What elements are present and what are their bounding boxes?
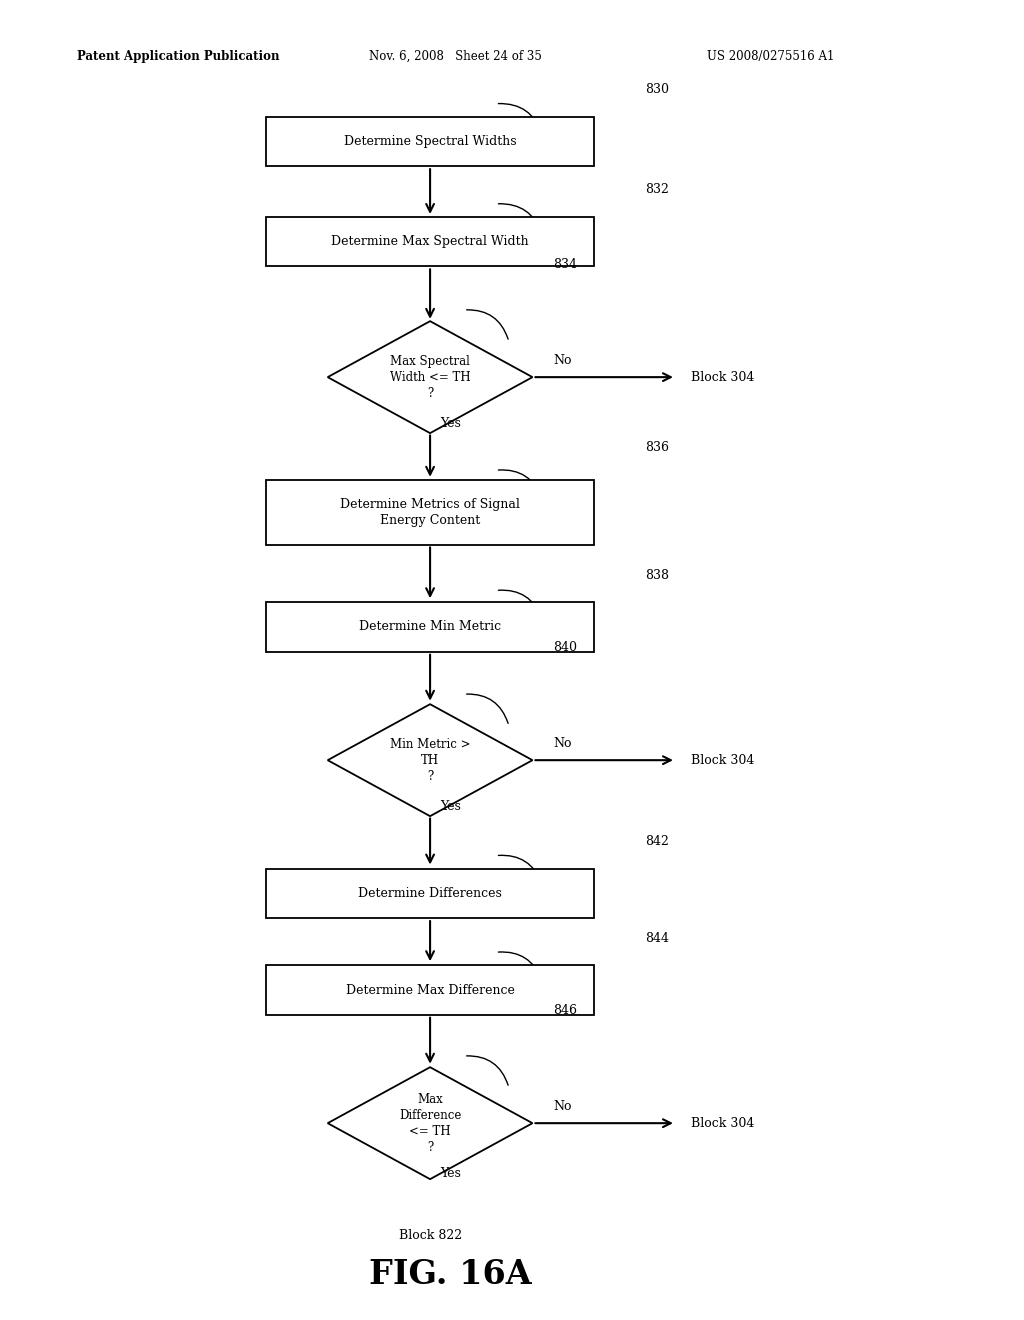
Text: Determine Max Spectral Width: Determine Max Spectral Width xyxy=(332,235,528,248)
Text: 846: 846 xyxy=(553,1005,577,1018)
Text: Max Spectral
Width <= TH
?: Max Spectral Width <= TH ? xyxy=(390,355,470,400)
Polygon shape xyxy=(328,1067,532,1179)
Text: Block 304: Block 304 xyxy=(691,1117,755,1130)
FancyBboxPatch shape xyxy=(266,602,594,652)
FancyBboxPatch shape xyxy=(266,869,594,919)
Text: No: No xyxy=(553,737,571,750)
Text: Determine Spectral Widths: Determine Spectral Widths xyxy=(344,135,516,148)
Text: Yes: Yes xyxy=(440,417,461,429)
FancyBboxPatch shape xyxy=(266,116,594,166)
Text: 844: 844 xyxy=(645,932,669,945)
Text: Max
Difference
<= TH
?: Max Difference <= TH ? xyxy=(399,1093,461,1154)
Text: 842: 842 xyxy=(645,836,669,847)
Text: Block 822: Block 822 xyxy=(398,1229,462,1242)
Text: Determine Differences: Determine Differences xyxy=(358,887,502,900)
Text: Determine Min Metric: Determine Min Metric xyxy=(359,620,501,634)
Text: Determine Metrics of Signal
Energy Content: Determine Metrics of Signal Energy Conte… xyxy=(340,498,520,527)
Text: Patent Application Publication: Patent Application Publication xyxy=(77,50,280,63)
Polygon shape xyxy=(328,704,532,816)
Text: Nov. 6, 2008   Sheet 24 of 35: Nov. 6, 2008 Sheet 24 of 35 xyxy=(369,50,542,63)
Text: 836: 836 xyxy=(645,441,669,454)
FancyBboxPatch shape xyxy=(266,965,594,1015)
Text: Determine Max Difference: Determine Max Difference xyxy=(346,983,514,997)
Text: Min Metric >
TH
?: Min Metric > TH ? xyxy=(390,738,470,783)
Text: 838: 838 xyxy=(645,569,669,582)
Text: No: No xyxy=(553,1100,571,1113)
Polygon shape xyxy=(328,321,532,433)
FancyBboxPatch shape xyxy=(266,216,594,267)
Text: Yes: Yes xyxy=(440,800,461,813)
Text: 834: 834 xyxy=(553,259,577,271)
Text: 830: 830 xyxy=(645,83,669,96)
Text: Yes: Yes xyxy=(440,1167,461,1180)
Text: Block 304: Block 304 xyxy=(691,754,755,767)
Text: 840: 840 xyxy=(553,642,577,655)
Text: 832: 832 xyxy=(645,183,669,197)
Text: US 2008/0275516 A1: US 2008/0275516 A1 xyxy=(707,50,834,63)
FancyBboxPatch shape xyxy=(266,480,594,545)
Text: No: No xyxy=(553,354,571,367)
Text: Block 304: Block 304 xyxy=(691,371,755,384)
Text: FIG. 16A: FIG. 16A xyxy=(369,1258,531,1291)
